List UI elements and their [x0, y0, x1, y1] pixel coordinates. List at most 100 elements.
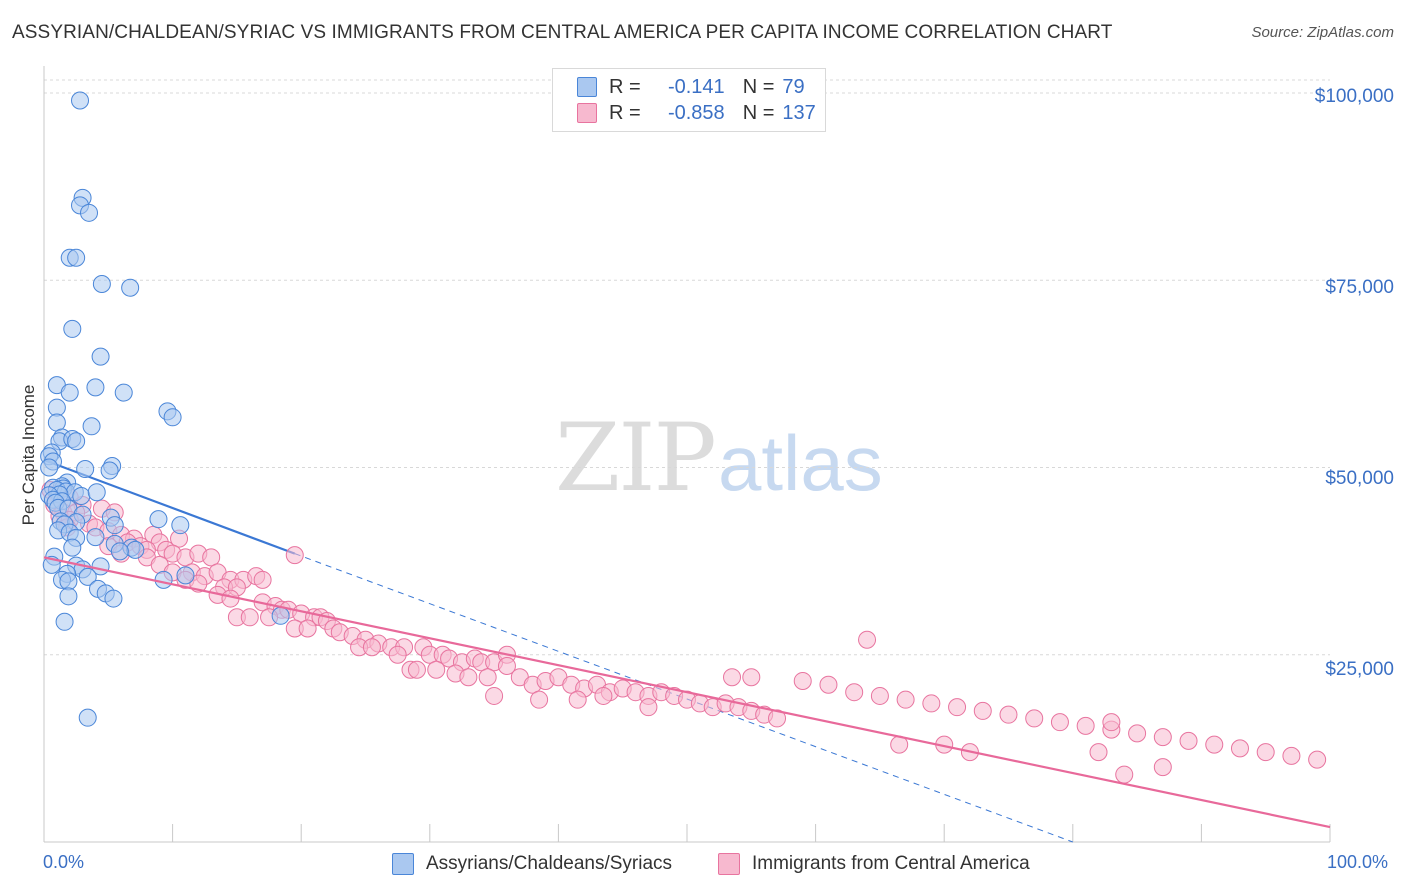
data-point [742, 668, 761, 687]
data-point [362, 638, 381, 657]
data-point [459, 668, 478, 687]
data-point [285, 546, 304, 565]
data-point [478, 668, 497, 687]
data-point [1025, 709, 1044, 728]
data-point [114, 383, 133, 402]
data-point [1153, 728, 1172, 747]
data-point [858, 630, 877, 649]
data-point [1256, 743, 1275, 762]
series-central-america [41, 480, 1327, 784]
legend-label: Immigrants from Central America [752, 853, 1030, 874]
data-point [999, 705, 1018, 724]
n-value: 79 [782, 75, 805, 98]
data-point [427, 660, 446, 679]
data-point [63, 538, 82, 557]
data-point [1308, 750, 1327, 769]
data-point [819, 675, 838, 694]
data-point [723, 668, 742, 687]
data-point [59, 587, 78, 606]
source-label: Source: ZipAtlas.com [1251, 24, 1394, 41]
data-point [47, 413, 66, 432]
data-point [407, 660, 426, 679]
watermark: ZIP atlas [555, 404, 883, 513]
data-point [485, 686, 504, 705]
data-point [72, 486, 91, 505]
data-point [40, 458, 59, 477]
data-point [1153, 758, 1172, 777]
data-point [845, 683, 864, 702]
data-point [639, 698, 658, 717]
data-point [86, 378, 105, 397]
data-point [253, 570, 272, 589]
blue-swatch [577, 77, 597, 97]
data-point [59, 572, 78, 591]
data-point [1115, 765, 1134, 784]
data-point [154, 570, 173, 589]
trend-line-assyrian [43, 458, 1073, 843]
svg-text:atlas: atlas [718, 419, 883, 507]
svg-text:ZIP: ZIP [555, 404, 715, 513]
legend-item-central-america: Immigrants from Central America [718, 852, 1030, 876]
data-point [388, 645, 407, 664]
data-point [973, 701, 992, 720]
data-point [1089, 743, 1108, 762]
data-point [67, 248, 86, 267]
data-point [87, 483, 106, 502]
data-point [110, 542, 129, 561]
data-point [92, 274, 111, 293]
data-point [149, 510, 168, 529]
data-point [60, 383, 79, 402]
data-point [768, 709, 787, 728]
pink-swatch [718, 853, 740, 875]
legend-item-assyrian: Assyrians/Chaldeans/Syriacs [392, 852, 672, 876]
data-point [55, 612, 74, 631]
grid-lines [44, 79, 1330, 656]
r-label: R = [609, 75, 641, 98]
data-point [82, 417, 101, 436]
data-point [948, 698, 967, 717]
legend-label: Assyrians/Chaldeans/Syriacs [426, 853, 673, 874]
data-point [163, 408, 182, 427]
data-point [78, 567, 97, 586]
data-point [47, 398, 66, 417]
data-point [63, 319, 82, 338]
data-point [1102, 713, 1121, 732]
data-point [71, 91, 90, 110]
r-label: R = [609, 101, 641, 124]
data-point [121, 278, 140, 297]
stats-legend-row-assyrian: R = -0.141 N = 79 [577, 75, 805, 99]
series-assyrian [40, 91, 290, 727]
data-point [202, 548, 221, 567]
data-point [100, 461, 119, 480]
r-value: -0.858 [667, 101, 725, 124]
data-point [594, 686, 613, 705]
y-tick-label-25000: $25,000 [1325, 659, 1394, 680]
data-point [76, 459, 95, 478]
data-point [793, 671, 812, 690]
n-value: 137 [782, 101, 816, 124]
data-point [1205, 735, 1224, 754]
r-value: -0.141 [667, 75, 725, 98]
data-point [171, 516, 190, 535]
x-tick-label-0: 0.0% [43, 852, 85, 872]
data-point [67, 432, 86, 451]
n-label: N = [742, 75, 775, 98]
data-point [298, 619, 317, 638]
data-point [870, 686, 889, 705]
data-point [530, 690, 549, 709]
chart-title: ASSYRIAN/CHALDEAN/SYRIAC VS IMMIGRANTS F… [12, 22, 1113, 43]
data-point [1179, 731, 1198, 750]
trend-line-solid [43, 556, 1331, 829]
data-point [78, 708, 97, 727]
data-point [80, 203, 99, 222]
y-tick-label-75000: $75,000 [1325, 277, 1394, 298]
y-tick-label-50000: $50,000 [1325, 468, 1394, 489]
data-point [271, 606, 290, 625]
stats-legend: R = -0.141 N = 79 R = -0.858 N = 137 [552, 68, 826, 132]
y-tick-label-100000: $100,000 [1314, 86, 1394, 107]
n-label: N = [742, 101, 775, 124]
data-point [1282, 746, 1301, 765]
data-point [1050, 713, 1069, 732]
data-point [568, 690, 587, 709]
